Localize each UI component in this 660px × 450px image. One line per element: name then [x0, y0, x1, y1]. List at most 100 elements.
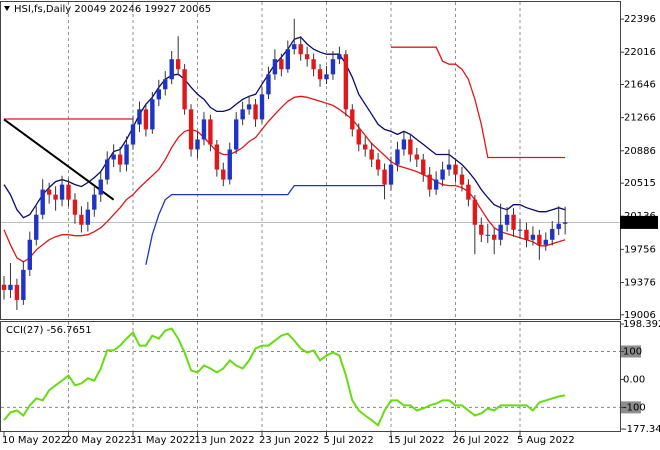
candle-body: [27, 239, 32, 270]
main-panel: [0, 1, 621, 320]
x-tick-label: 23 Jun 2022: [259, 435, 319, 446]
x-tick-label: 26 Jul 2022: [453, 435, 510, 446]
x-tick-label: 20 May 2022: [66, 435, 131, 446]
candle-body: [408, 139, 413, 155]
candle-body: [304, 54, 310, 60]
indicator-title: CCI(27) -56.7651: [6, 325, 92, 336]
candle-body: [279, 59, 284, 70]
candle-body: [369, 149, 374, 160]
chart-title: HSI,fs,Daily 20049 20246 19927 20065: [14, 4, 211, 15]
candle-body: [498, 224, 503, 240]
candle-body: [401, 139, 407, 150]
candle-body: [227, 149, 232, 180]
x-tick-label: 31 May 2022: [130, 435, 195, 446]
x-tick-label: 5 Jul 2022: [324, 435, 374, 446]
candle-body: [466, 184, 471, 200]
candle-body: [234, 119, 239, 150]
candle-body: [343, 54, 349, 110]
x-tick-label: 10 May 2022: [2, 435, 67, 446]
y-tick-label: 20515: [624, 178, 656, 189]
candle-body: [311, 59, 316, 70]
candle-body: [472, 199, 478, 225]
y2-tick-label: 100: [623, 346, 642, 357]
candle-body: [221, 169, 226, 180]
x-tick-label: 5 Aug 2022: [517, 435, 575, 446]
y2-tick-label: 198.3924: [623, 319, 660, 330]
candle-body: [537, 234, 542, 245]
candle-body: [46, 189, 52, 195]
candle-body: [163, 79, 168, 90]
y2-tick-label: -100: [623, 402, 646, 413]
candle-body: [240, 109, 245, 120]
candle-body: [14, 284, 20, 300]
candle-body: [59, 184, 65, 200]
y-tick-label: 22016: [624, 47, 656, 58]
candle-body: [188, 109, 194, 150]
candle-body: [433, 179, 439, 190]
candle-body: [201, 119, 207, 140]
candle-body: [53, 194, 58, 200]
candle-body: [453, 164, 458, 175]
candle-body: [105, 159, 110, 180]
candle-body: [85, 209, 91, 225]
candle-body: [388, 164, 394, 185]
candle-body: [504, 214, 510, 225]
y-tick-label: 21646: [624, 80, 656, 91]
candle-body: [169, 59, 174, 80]
candle-body: [382, 169, 387, 185]
y-tick-label: 22396: [624, 14, 656, 25]
candle-body: [324, 74, 329, 80]
candle-body: [266, 74, 271, 95]
candle-body: [427, 174, 432, 190]
title-icon: [4, 6, 10, 11]
candle-body: [66, 184, 71, 200]
current-price-box: [620, 215, 658, 229]
y2-tick-label: -177.341: [623, 424, 660, 435]
candle-body: [72, 199, 78, 215]
candle-body: [330, 59, 336, 75]
candle-body: [285, 49, 290, 70]
candle-body: [214, 144, 220, 170]
y-tick-label: 21266: [624, 113, 656, 124]
candle-body: [446, 164, 452, 170]
candle-body: [137, 109, 142, 125]
candle-body: [130, 124, 136, 145]
candle-body: [421, 159, 426, 175]
candle-body: [40, 189, 45, 215]
candle-body: [350, 109, 355, 130]
candle-body: [92, 194, 97, 210]
y2-tick-label: 0.00: [623, 374, 645, 385]
overlay-line: [145, 184, 385, 265]
candle-body: [414, 154, 419, 160]
x-tick-label: 15 Jul 2022: [388, 435, 445, 446]
candle-body: [524, 229, 529, 240]
candle-body: [440, 169, 445, 180]
candle-body: [182, 69, 187, 110]
candle-body: [8, 284, 13, 290]
candle-body: [479, 224, 484, 235]
candle-body: [543, 239, 548, 245]
overlay-line: [3, 95, 566, 263]
indicator-panel: [0, 321, 621, 432]
candle-body: [272, 59, 278, 75]
candle-body: [111, 154, 116, 160]
candle-body: [208, 119, 213, 145]
candle-body: [79, 214, 84, 225]
candle-body: [292, 44, 297, 50]
candle-body: [550, 228, 555, 240]
candle-body: [298, 44, 303, 55]
candle-body: [375, 159, 381, 170]
candle-body: [195, 139, 200, 150]
candle-body: [530, 234, 536, 240]
candle-body: [117, 154, 123, 165]
candle-body: [98, 179, 103, 195]
level-label-box: [621, 345, 641, 358]
candle-body: [124, 144, 129, 165]
candle-body: [143, 109, 149, 130]
current-price-label: 20065: [623, 217, 655, 228]
candle-body: [485, 234, 490, 236]
candle-body: [317, 69, 323, 80]
level-label-box: [621, 401, 641, 414]
